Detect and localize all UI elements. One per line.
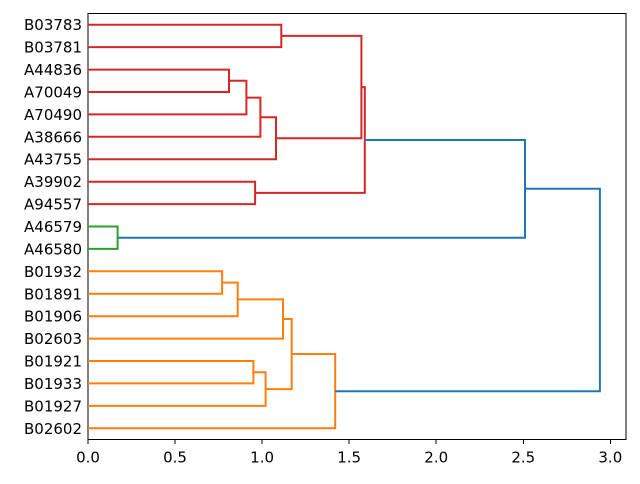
leaf-label: B01927 [24, 397, 82, 415]
x-tick-label: 0.0 [76, 449, 100, 467]
dendrogram-link-R1 [88, 68, 230, 93]
leaf-label: A70049 [24, 83, 82, 101]
leaf-label: A94557 [24, 196, 82, 214]
dendrogram-link-R4 [88, 116, 277, 161]
leaf-label: A46579 [24, 218, 82, 236]
dendrogram-link-R6 [88, 180, 257, 206]
leaf-label: B01906 [24, 308, 82, 326]
x-tick-label: 2.5 [511, 449, 535, 467]
dendrogram-link-R2 [88, 79, 248, 116]
leaf-label: A43755 [24, 151, 82, 169]
x-tick-label: 2.0 [424, 449, 448, 467]
dendrogram-link-B1 [117, 139, 526, 239]
dendrogram-link-R3 [88, 96, 262, 138]
leaf-label: B01921 [24, 353, 82, 371]
x-tick-label: 1.5 [337, 449, 361, 467]
leaf-label: B01932 [24, 263, 82, 281]
dendrogram-link-O5 [88, 371, 267, 407]
dendrogram-link-R8 [255, 86, 366, 194]
dendrogram-link-O4 [88, 360, 255, 385]
leaf-label: B02603 [24, 330, 82, 348]
dendrogram-link-O3 [88, 298, 284, 340]
dendrogram-link-R5 [88, 23, 283, 49]
x-tick-label: 3.0 [598, 449, 622, 467]
dendrogram-link-O7 [88, 353, 337, 430]
leaf-label: A46580 [24, 240, 82, 258]
leaf-label: A38666 [24, 128, 82, 146]
leaf-label: A39902 [24, 173, 82, 191]
dendrogram-link-O2 [88, 281, 239, 318]
leaf-label: B02602 [24, 420, 82, 438]
dendrogram-link-O6 [265, 318, 293, 391]
dendrogram-link-R7 [276, 34, 363, 140]
leaf-label: B01891 [24, 285, 82, 303]
dendrogram-link-G1 [88, 225, 119, 250]
dendrogram-link-B2 [335, 187, 601, 393]
dendrogram-link-O1 [88, 270, 224, 295]
x-tick-label: 0.5 [163, 449, 187, 467]
leaf-label: A44836 [24, 61, 82, 79]
x-tick-label: 1.0 [250, 449, 274, 467]
leaf-label: B03783 [24, 16, 82, 34]
leaf-label: B01933 [24, 375, 82, 393]
leaf-label: A70490 [24, 106, 82, 124]
plot-frame [87, 13, 627, 440]
leaf-label: B03781 [24, 39, 82, 57]
